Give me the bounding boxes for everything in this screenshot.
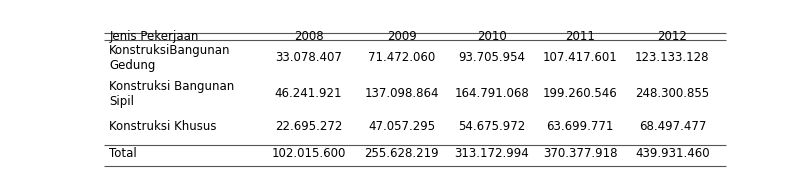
Text: 2011: 2011 [565,30,595,43]
Text: 63.699.771: 63.699.771 [546,120,614,133]
Text: 68.497.477: 68.497.477 [638,120,706,133]
Text: 71.472.060: 71.472.060 [368,51,436,64]
Text: 313.172.994: 313.172.994 [454,147,529,160]
Text: 199.260.546: 199.260.546 [543,87,617,100]
Text: 46.241.921: 46.241.921 [275,87,343,100]
Text: Jenis Pekerjaan: Jenis Pekerjaan [109,30,199,43]
Text: 370.377.918: 370.377.918 [543,147,617,160]
Text: 93.705.954: 93.705.954 [458,51,525,64]
Text: 137.098.864: 137.098.864 [364,87,439,100]
Text: 2009: 2009 [387,30,417,43]
Text: 248.300.855: 248.300.855 [635,87,709,100]
Text: 2010: 2010 [477,30,507,43]
Text: 22.695.272: 22.695.272 [275,120,343,133]
Text: 439.931.460: 439.931.460 [635,147,709,160]
Text: Konstruksi Khusus: Konstruksi Khusus [109,120,217,133]
Text: 107.417.601: 107.417.601 [543,51,617,64]
Text: 123.133.128: 123.133.128 [635,51,709,64]
Text: 255.628.219: 255.628.219 [364,147,440,160]
Text: 33.078.407: 33.078.407 [276,51,342,64]
Text: 164.791.068: 164.791.068 [454,87,529,100]
Text: 47.057.295: 47.057.295 [368,120,436,133]
Text: Konstruksi Bangunan
Sipil: Konstruksi Bangunan Sipil [109,80,234,108]
Text: 2012: 2012 [658,30,688,43]
Text: KonstruksiBangunan
Gedung: KonstruksiBangunan Gedung [109,44,230,72]
Text: 2008: 2008 [294,30,323,43]
Text: Total: Total [109,147,137,160]
Text: 54.675.972: 54.675.972 [458,120,525,133]
Text: 102.015.600: 102.015.600 [271,147,346,160]
